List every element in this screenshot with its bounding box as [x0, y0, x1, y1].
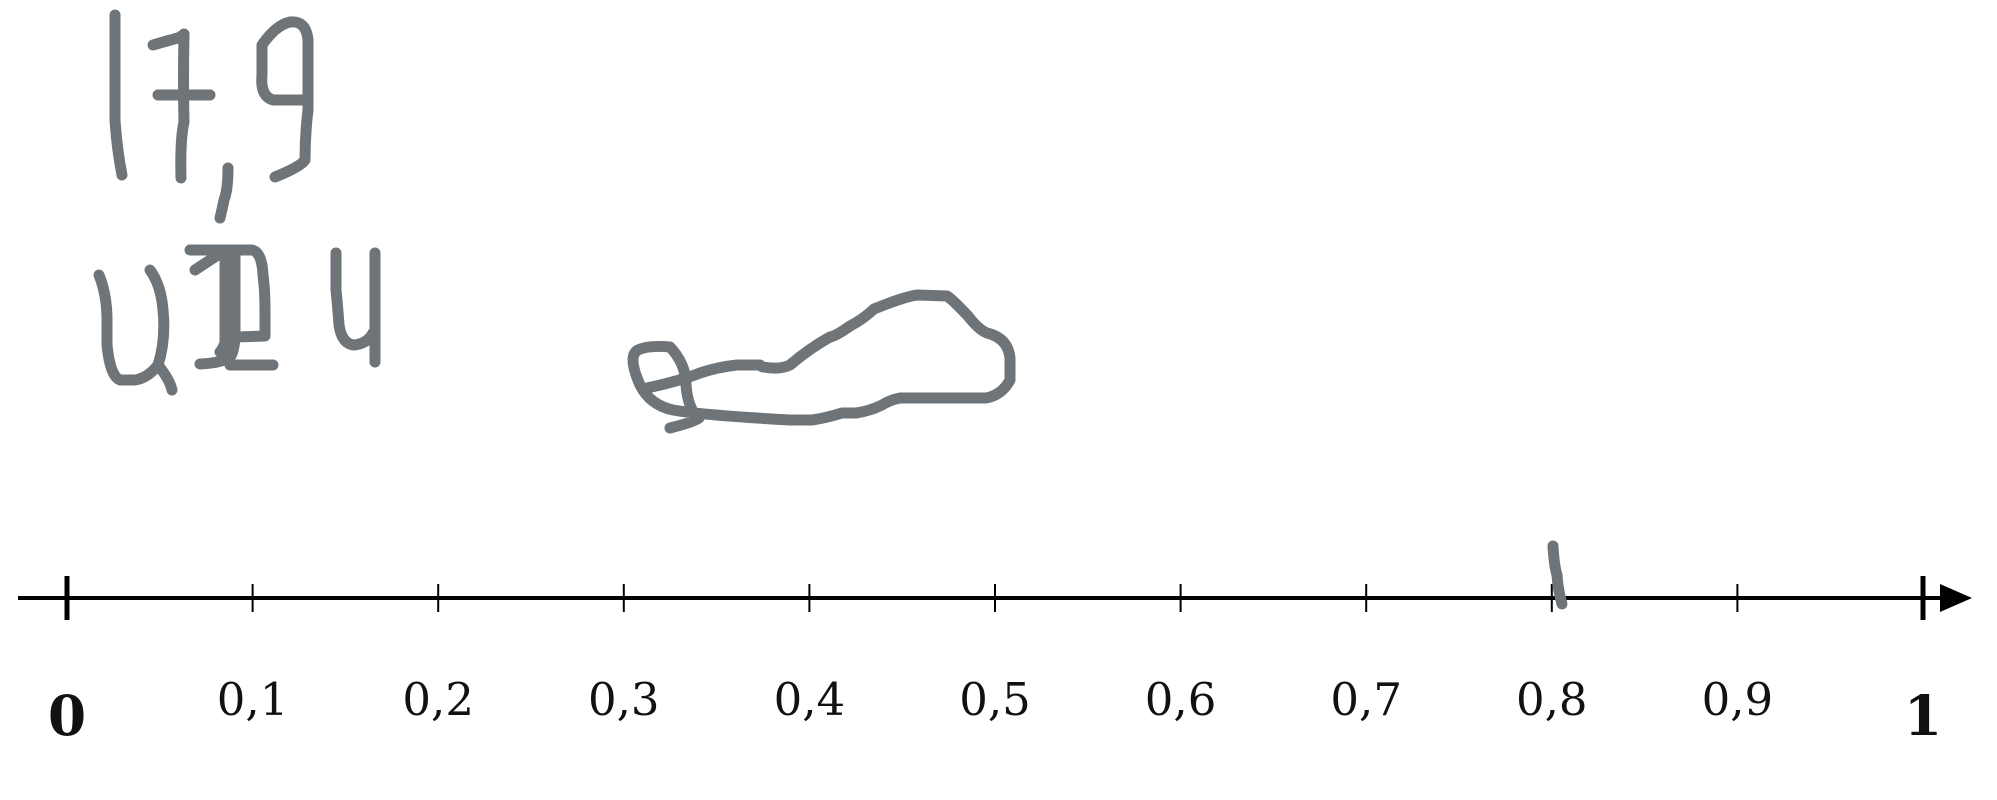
- tick-label: 0,8: [1516, 673, 1588, 726]
- handwritten-mark-near-0-8: [1547, 540, 1568, 610]
- tick-label: 0,1: [217, 673, 289, 726]
- number-line: 0,1 0,2 0,3 0,4 0,5 0,6 0,7 0,8 0,9 0 1: [18, 576, 1972, 748]
- handwritten-4-124: [93, 244, 381, 396]
- tick-label: 0,9: [1702, 673, 1774, 726]
- tick-label: 0,2: [402, 673, 474, 726]
- start-label: 0: [48, 683, 86, 748]
- tick-label: 0,7: [1330, 673, 1402, 726]
- tick-label: 0,5: [959, 673, 1031, 726]
- tick-label: 0,4: [774, 673, 846, 726]
- tick-label: 0,6: [1145, 673, 1217, 726]
- axis-arrow-head: [1940, 584, 1972, 612]
- handwritten-17-9: [109, 9, 314, 224]
- tick-label: 0,3: [588, 673, 660, 726]
- ticks-group: [64, 576, 1926, 620]
- end-label: 1: [1904, 683, 1942, 748]
- handwritten-scribble-shape: [627, 289, 1016, 434]
- tick-labels-group: 0,1 0,2 0,3 0,4 0,5 0,6 0,7 0,8 0,9: [217, 673, 1773, 726]
